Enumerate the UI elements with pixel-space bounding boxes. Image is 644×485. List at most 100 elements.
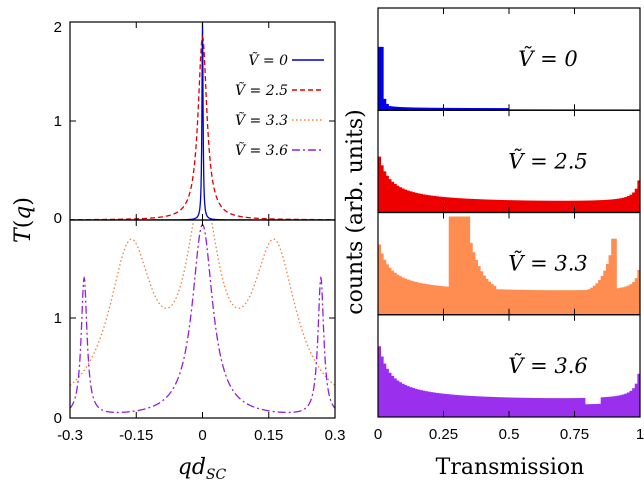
histogram-bar [600,275,604,315]
histogram-bar [493,108,497,111]
histogram-bar [433,195,437,213]
histogram-bar [404,278,408,315]
histogram-bar [605,396,609,417]
histogram-bar [451,107,455,111]
histogram-bar [582,200,586,213]
histogram-bar [456,198,460,213]
histogram-bar [482,199,486,213]
histogram-bar [433,107,437,111]
histogram-bar [556,200,560,213]
x-axis-label-right: Transmission [436,455,585,480]
histogram-bar [406,279,410,315]
histogram-bar [574,200,578,213]
histogram-bar [417,282,421,315]
series-line-1 [70,224,335,414]
histogram-bar [398,276,402,315]
histogram-bar [391,270,395,315]
histogram-bar [548,398,552,417]
histogram-bar [385,264,389,315]
histogram-bar [404,189,408,213]
histogram-bar [396,106,400,111]
histogram-bar [603,397,607,417]
histogram-bar [438,393,442,417]
histogram-bar [409,280,413,315]
histogram-bar [385,175,389,213]
histogram-bar [624,197,628,213]
legend-label-0: Ṽ = 0 [248,51,288,69]
histogram-bar [558,398,562,417]
histogram-bar [605,263,609,315]
histogram-bar [514,200,518,213]
histogram-bar [605,199,609,213]
histogram-bar [456,107,460,111]
histogram-bar [501,289,505,315]
histogram-bar [579,200,583,213]
histogram-bar [469,395,473,417]
histogram-bar [453,107,457,111]
histogram-bar [637,269,641,315]
histogram-bar [467,198,471,213]
histogram-bar [616,198,620,213]
histogram-bar [550,200,554,213]
histogram-bar [401,383,405,417]
x-axis-label: qdSC [178,455,227,483]
histogram-bar [529,200,533,213]
histogram-bar [506,397,510,417]
histogram-bar [433,392,437,417]
histogram-bar [632,388,636,417]
histogram-bar [634,383,638,417]
histogram-bar [430,284,434,315]
histogram-bar [511,200,515,213]
histogram-bar [453,394,457,417]
histogram-bar [613,238,617,315]
histogram-bar [396,380,400,417]
histogram-bar [459,395,463,417]
histogram-bar [406,190,410,213]
histogram-bar [435,107,439,111]
histogram-bar [616,288,620,315]
histogram-bar [485,278,489,315]
histogram-bar [461,395,465,417]
histogram-bar [524,200,528,213]
histogram-bar [461,198,465,213]
histogram-bar [409,191,413,213]
histogram-bar [464,198,468,213]
histogram-bar [448,216,452,315]
histogram-bar [495,289,499,315]
histogram-bar [545,290,549,315]
legend-label-2: Ṽ = 3.3 [235,111,288,129]
histogram-bar [564,398,568,417]
x-tick-label: 0 [198,427,206,444]
histogram-bar [401,107,405,111]
histogram-bar [509,397,513,417]
histogram-bar [532,200,536,213]
histogram-bar [590,200,594,213]
histogram-bar [556,398,560,417]
histogram-bar [532,397,536,417]
histogram-bar [438,107,442,111]
histogram-bar [448,394,452,417]
histogram-bar [626,285,630,315]
histogram-bar [472,252,476,315]
histogram-bar [545,200,549,213]
histogram-bar [412,388,416,417]
histogram-bar [624,286,628,315]
histogram-bar [435,285,439,315]
panel-label-0: Ṽ = 0 [518,47,577,71]
histogram-bar [490,108,494,111]
histogram-bar [571,398,575,417]
x-tick-label: 0.15 [254,427,283,444]
histogram-bar [579,290,583,315]
histogram-bar [532,290,536,315]
x-tick-label: -0.15 [119,427,153,444]
histogram-bar [412,107,416,111]
histogram-bar [566,200,570,213]
histogram-bar [378,46,382,111]
histogram-bar [493,199,497,213]
histogram-bar [566,290,570,315]
histogram-bar [380,165,384,213]
histogram-bar [584,404,588,417]
histogram-bar [529,290,533,315]
histogram-bar [540,290,544,315]
histogram-bar [467,107,471,111]
